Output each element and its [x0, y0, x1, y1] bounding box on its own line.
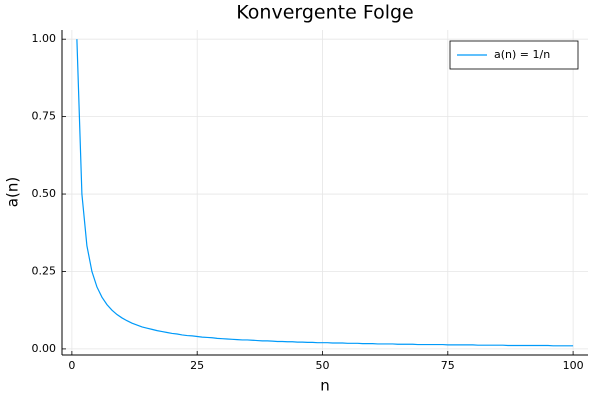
y-tick-label: 1.00 — [32, 32, 57, 45]
y-tick-label: 0.00 — [32, 342, 57, 355]
x-axis-label: n — [320, 377, 330, 395]
y-tick-label: 0.25 — [32, 264, 57, 277]
x-tick-label: 75 — [441, 359, 455, 372]
chart-title: Konvergente Folge — [236, 2, 413, 24]
x-tick-label: 50 — [315, 359, 329, 372]
x-tick-label: 25 — [190, 359, 204, 372]
x-tick-label: 0 — [68, 359, 75, 372]
legend-label: a(n) = 1/n — [494, 48, 550, 61]
x-tick-label: 100 — [563, 359, 584, 372]
y-tick-label: 0.50 — [32, 187, 57, 200]
y-tick-label: 0.75 — [32, 110, 57, 123]
data-line — [76, 39, 574, 347]
y-axis-label: a(n) — [4, 177, 22, 207]
